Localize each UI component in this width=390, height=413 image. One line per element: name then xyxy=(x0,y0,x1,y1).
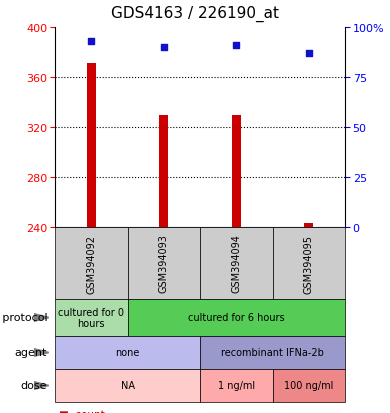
Text: GSM394095: GSM394095 xyxy=(304,234,314,293)
Polygon shape xyxy=(34,349,49,356)
Text: cultured for 6 hours: cultured for 6 hours xyxy=(188,313,285,323)
Point xyxy=(88,38,94,45)
Text: NA: NA xyxy=(121,380,135,391)
Bar xyxy=(305,224,313,228)
Point xyxy=(233,43,239,49)
Polygon shape xyxy=(34,314,49,322)
Text: growth protocol: growth protocol xyxy=(0,313,47,323)
Text: GSM394092: GSM394092 xyxy=(86,234,96,293)
Text: dose: dose xyxy=(21,380,47,391)
Text: ■  count: ■ count xyxy=(59,409,105,413)
Text: 1 ng/ml: 1 ng/ml xyxy=(218,380,255,391)
Text: GDS4163 / 226190_at: GDS4163 / 226190_at xyxy=(111,6,279,22)
Bar xyxy=(232,115,241,228)
Text: GSM394093: GSM394093 xyxy=(159,234,169,293)
Text: cultured for 0
hours: cultured for 0 hours xyxy=(58,307,124,328)
Point xyxy=(161,45,167,51)
Text: recombinant IFNa-2b: recombinant IFNa-2b xyxy=(221,348,324,358)
Bar xyxy=(87,64,96,228)
Text: 100 ng/ml: 100 ng/ml xyxy=(284,380,333,391)
Text: GSM394094: GSM394094 xyxy=(231,234,241,293)
Text: none: none xyxy=(115,348,140,358)
Point xyxy=(306,50,312,57)
Bar xyxy=(160,115,168,228)
Text: agent: agent xyxy=(15,348,47,358)
Polygon shape xyxy=(34,382,49,389)
